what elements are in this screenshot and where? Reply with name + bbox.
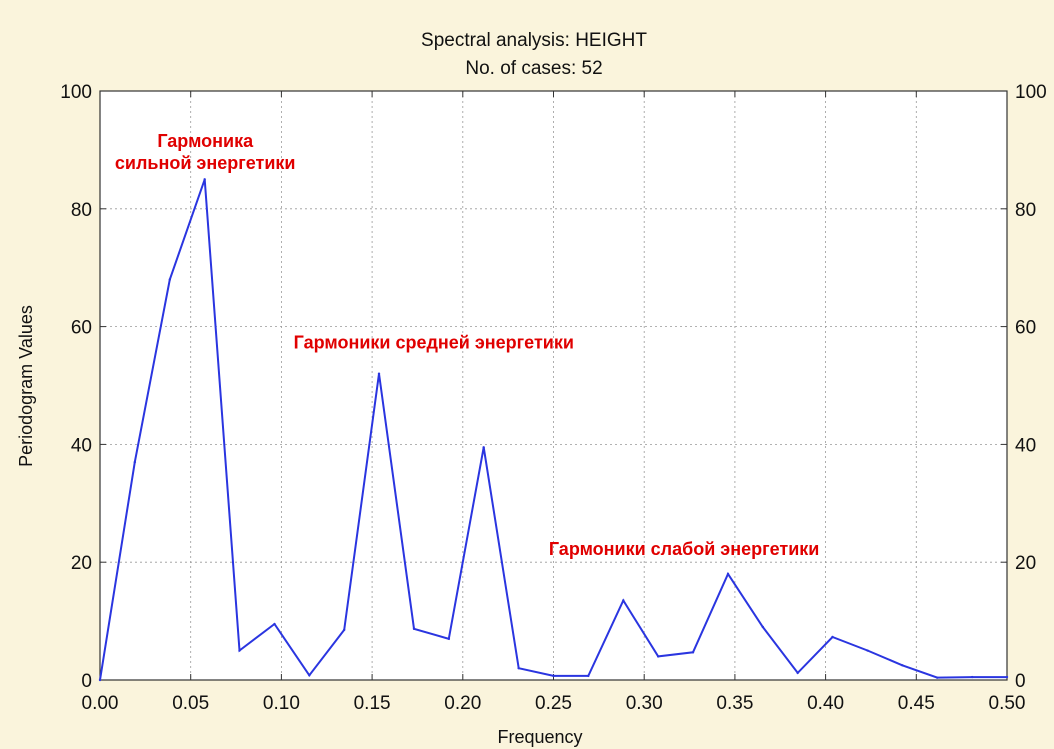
annotation-line: Гармоники слабой энергетики bbox=[549, 539, 820, 559]
data-point bbox=[761, 625, 765, 629]
y-axis-label: Periodogram Values bbox=[16, 305, 36, 467]
data-point bbox=[98, 678, 102, 682]
annotation-line: Гармоники средней энергетики bbox=[294, 332, 574, 352]
annotation-line: Гармоника bbox=[157, 131, 254, 151]
annotation-label: Гармоника сильной энергетики bbox=[115, 131, 296, 173]
y-tick-label-right: 100 bbox=[1015, 82, 1047, 103]
y-tick-label-right: 0 bbox=[1015, 671, 1026, 692]
data-point bbox=[482, 446, 485, 449]
data-point bbox=[203, 178, 206, 181]
data-point bbox=[447, 637, 451, 640]
x-tick-label: 0.35 bbox=[716, 693, 753, 714]
x-tick-label: 0.20 bbox=[444, 693, 481, 714]
data-point bbox=[168, 278, 172, 281]
data-point bbox=[342, 628, 346, 632]
x-tick-label: 0.45 bbox=[898, 693, 935, 714]
x-axis-label: Frequency bbox=[497, 727, 582, 747]
annotation-label: Гармоники средней энергетики bbox=[294, 332, 574, 352]
data-point bbox=[133, 460, 137, 464]
x-tick-label: 0.15 bbox=[354, 693, 391, 714]
data-point bbox=[796, 671, 799, 675]
y-tick-label-left: 40 bbox=[71, 435, 92, 456]
data-point bbox=[238, 649, 241, 652]
data-point bbox=[866, 649, 869, 652]
data-point bbox=[901, 664, 904, 667]
annotation-label: Гармоники слабой энергетики bbox=[549, 539, 820, 559]
x-tick-label: 0.25 bbox=[535, 693, 572, 714]
data-point bbox=[935, 676, 939, 679]
data-point bbox=[273, 622, 276, 626]
y-tick-label-right: 20 bbox=[1015, 553, 1036, 574]
annotation-line: сильной энергетики bbox=[115, 153, 296, 173]
x-tick-label: 0.40 bbox=[807, 693, 844, 714]
x-tick-label: 0.50 bbox=[989, 693, 1026, 714]
y-tick-label-left: 60 bbox=[71, 318, 92, 339]
x-tick-label: 0.10 bbox=[263, 693, 300, 714]
data-point bbox=[377, 372, 381, 375]
data-point bbox=[517, 667, 520, 670]
data-point bbox=[587, 674, 590, 678]
chart-subtitle: No. of cases: 52 bbox=[465, 58, 602, 79]
data-point bbox=[970, 675, 974, 679]
data-point bbox=[552, 674, 555, 678]
chart-title: Spectral analysis: HEIGHT bbox=[421, 30, 647, 51]
data-point bbox=[412, 627, 416, 630]
x-tick-label: 0.00 bbox=[82, 693, 119, 714]
y-tick-label-left: 100 bbox=[60, 82, 92, 103]
series-group bbox=[98, 178, 1009, 682]
data-point bbox=[691, 651, 695, 654]
x-tick-label: 0.30 bbox=[626, 693, 663, 714]
data-point bbox=[622, 599, 625, 602]
y-tick-label-right: 80 bbox=[1015, 200, 1036, 221]
axis-ticks: 0.00 0.05 0.10 0.15 0.20 0.25 0.30 0.35 0.40 0.45… bbox=[60, 82, 1046, 714]
y-tick-label-right: 60 bbox=[1015, 318, 1036, 339]
data-point bbox=[726, 572, 730, 576]
y-tick-label-left: 20 bbox=[71, 553, 92, 574]
y-tick-label-left: 0 bbox=[81, 671, 92, 692]
data-point bbox=[1005, 675, 1009, 679]
data-point bbox=[831, 635, 834, 639]
annotations-group: Гармоника сильной энергетики Гармоники сре… bbox=[115, 131, 819, 559]
data-point bbox=[656, 655, 660, 658]
grid-lines bbox=[100, 91, 1007, 680]
data-point bbox=[308, 674, 311, 677]
x-tick-label: 0.05 bbox=[172, 693, 209, 714]
y-tick-label-left: 80 bbox=[71, 200, 92, 221]
y-tick-label-right: 40 bbox=[1015, 435, 1036, 456]
